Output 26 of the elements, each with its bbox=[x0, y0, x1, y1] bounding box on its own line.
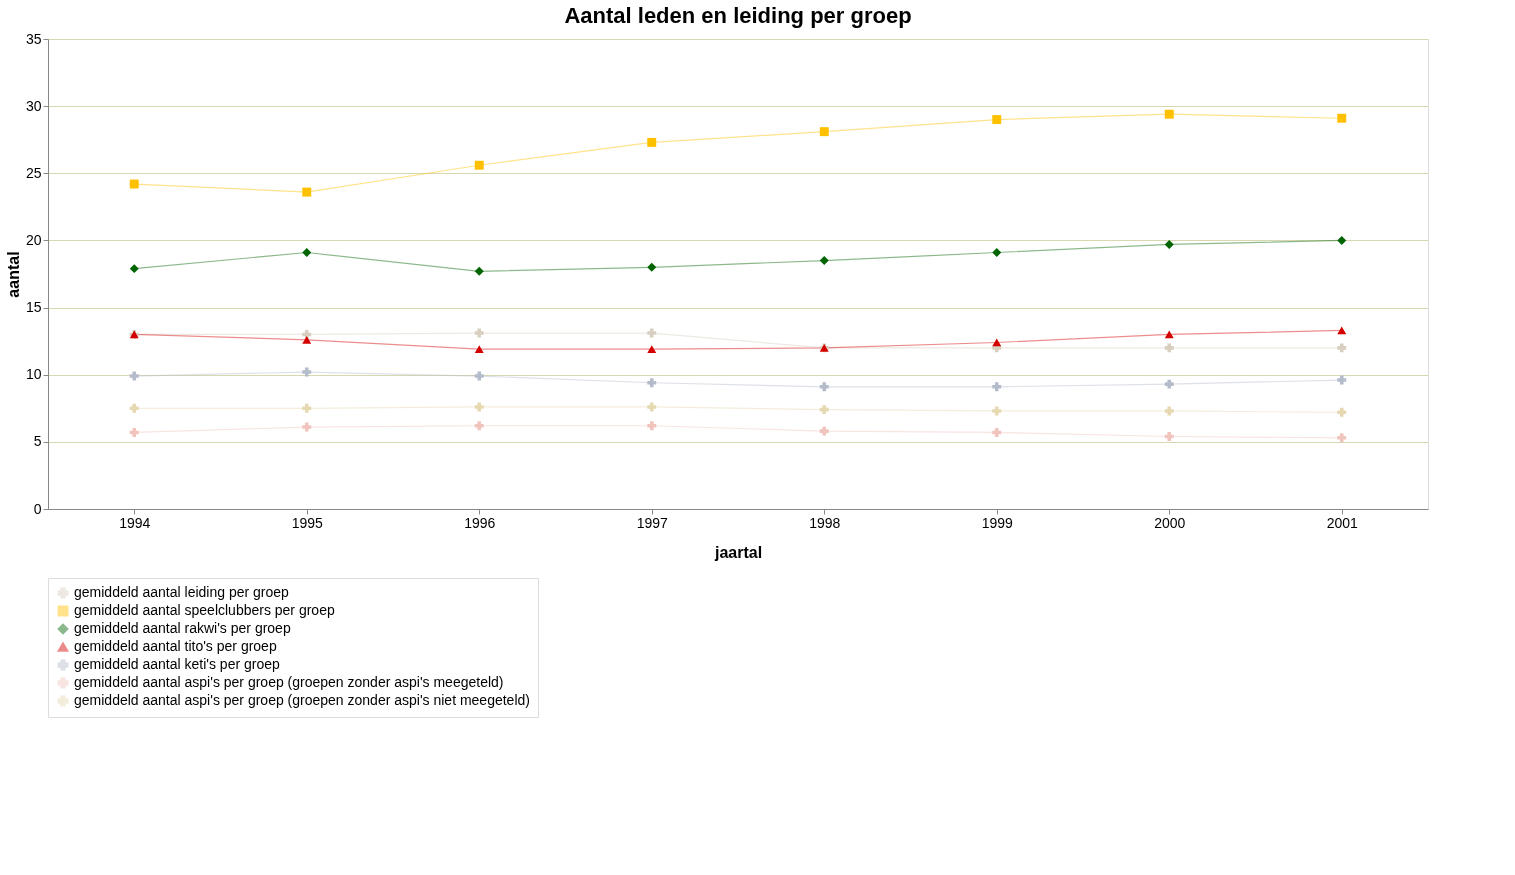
x-tick-label: 1997 bbox=[636, 514, 669, 531]
legend-label: gemiddeld aantal speelclubbers per groep bbox=[74, 602, 335, 618]
y-axis-title: aantal bbox=[4, 251, 22, 298]
y-tick-label: 10 bbox=[25, 366, 42, 383]
y-tick-label: 15 bbox=[25, 299, 42, 316]
x-tick-label: 1999 bbox=[981, 514, 1014, 531]
legend-label: gemiddeld aantal aspi's per groep (groepen zonder aspi's meegeteld) bbox=[74, 674, 504, 690]
y-tick-label: 0 bbox=[33, 500, 42, 517]
legend-label: gemiddeld aantal leiding per groep bbox=[74, 584, 290, 600]
y-tick-label: 20 bbox=[25, 231, 42, 248]
legend-label: gemiddeld aantal rakwi's per groep bbox=[74, 620, 291, 636]
x-tick-label: 2001 bbox=[1326, 514, 1359, 531]
x-tick-label: 1996 bbox=[464, 514, 496, 531]
legend-label: gemiddeld aantal tito's per groep bbox=[74, 638, 277, 654]
y-tick-label: 35 bbox=[25, 30, 42, 47]
y-tick-label: 25 bbox=[25, 164, 42, 181]
legend-label: gemiddeld aantal keti's per groep bbox=[74, 656, 281, 672]
chart-title: Aantal leden en leiding per groep bbox=[564, 3, 912, 28]
y-tick-label: 5 bbox=[33, 433, 42, 450]
x-tick-label: 1998 bbox=[809, 514, 841, 531]
legend-label: gemiddeld aantal aspi's per groep (groepen zonder aspi's niet meegeteld) bbox=[74, 692, 530, 708]
x-tick-label: 1994 bbox=[119, 514, 151, 531]
x-tick-label: 2000 bbox=[1154, 514, 1186, 531]
x-axis-title: jaartal bbox=[713, 543, 763, 561]
y-tick-label: 30 bbox=[25, 97, 42, 114]
x-tick-label: 1995 bbox=[291, 514, 324, 531]
